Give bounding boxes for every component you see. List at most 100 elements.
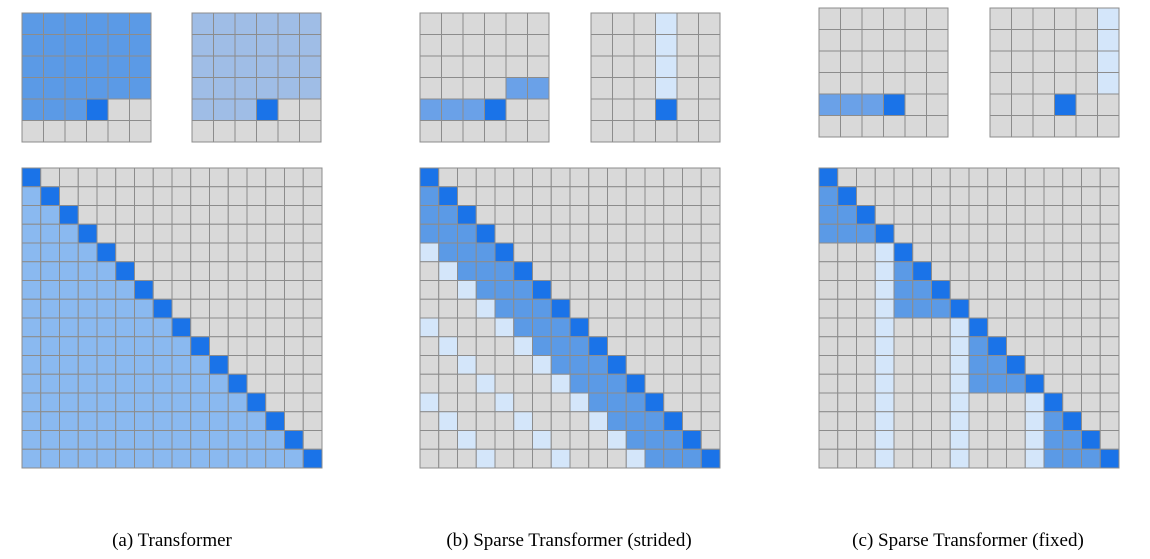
matrix-cell xyxy=(209,317,229,338)
matrix-cell xyxy=(612,77,635,100)
matrix-cell xyxy=(893,336,914,356)
matrix-cell xyxy=(190,336,210,356)
matrix-cell xyxy=(926,115,949,138)
matrix-cell xyxy=(484,77,507,100)
matrix-cell xyxy=(494,223,515,244)
matrix-cell xyxy=(861,115,884,138)
matrix-cell xyxy=(1006,280,1026,300)
matrix-cell xyxy=(837,317,857,338)
matrix-cell xyxy=(77,298,98,319)
matrix-cell xyxy=(550,411,571,431)
matrix-cell xyxy=(912,411,932,431)
matrix-cell xyxy=(213,55,236,78)
matrix-cell xyxy=(949,205,970,225)
matrix-cell xyxy=(77,392,98,413)
matrix-cell xyxy=(893,298,914,319)
matrix-cell xyxy=(987,261,1007,281)
matrix-cell xyxy=(874,242,895,263)
matrix-cell xyxy=(209,448,229,469)
matrix-cell xyxy=(1062,242,1082,263)
matrix-cell xyxy=(213,12,236,35)
matrix-cell xyxy=(682,298,702,319)
matrix-cell xyxy=(107,12,130,35)
matrix-cell xyxy=(837,448,857,469)
matrix-cell xyxy=(77,280,98,300)
matrix-cell xyxy=(663,317,683,338)
matrix-cell xyxy=(513,355,533,375)
matrix-cell xyxy=(419,298,440,319)
matrix-cell xyxy=(856,317,876,338)
matrix-cell xyxy=(874,186,895,206)
matrix-cell xyxy=(246,186,267,206)
matrix-cell xyxy=(40,373,60,394)
matrix-cell xyxy=(818,115,841,138)
matrix-cell xyxy=(457,223,477,244)
matrix-cell xyxy=(152,411,173,431)
matrix-cell xyxy=(588,167,608,188)
matrix-cell xyxy=(1097,72,1120,95)
matrix-cell xyxy=(1032,50,1055,73)
matrix-cell xyxy=(818,93,841,116)
matrix-cell xyxy=(856,336,876,356)
matrix-cell xyxy=(64,77,87,100)
matrix-cell xyxy=(931,298,951,319)
matrix-cell xyxy=(1024,280,1045,300)
matrix-cell xyxy=(505,34,528,57)
matrix-cell xyxy=(663,448,683,469)
matrix-cell xyxy=(457,336,477,356)
matrix-cell xyxy=(700,298,721,319)
matrix-cell xyxy=(968,261,989,281)
matrix-cell xyxy=(569,430,590,450)
matrix-cell xyxy=(607,411,627,431)
matrix-cell xyxy=(265,298,285,319)
matrix-cell xyxy=(625,373,646,394)
matrix-cell xyxy=(625,355,646,375)
matrix-cell xyxy=(227,448,248,469)
matrix-cell xyxy=(949,392,970,413)
matrix-cell xyxy=(40,167,60,188)
matrix-cell xyxy=(987,186,1007,206)
matrix-cell xyxy=(246,355,267,375)
matrix-cell xyxy=(302,317,323,338)
matrix-cell xyxy=(441,12,464,35)
matrix-cell xyxy=(494,392,515,413)
matrix-cell xyxy=(134,355,154,375)
matrix-cell xyxy=(190,411,210,431)
matrix-cell xyxy=(588,317,608,338)
matrix-cell xyxy=(1081,261,1101,281)
matrix-cell xyxy=(107,77,130,100)
matrix-cell xyxy=(246,280,267,300)
matrix-cell xyxy=(234,77,257,100)
matrix-cell xyxy=(265,373,285,394)
matrix-cell xyxy=(569,261,590,281)
matrix-cell xyxy=(1043,355,1064,375)
matrix-cell xyxy=(818,50,841,73)
matrix-cell xyxy=(86,77,109,100)
matrix-cell xyxy=(96,430,117,450)
matrix-cell xyxy=(152,355,173,375)
matrix-cell xyxy=(569,448,590,469)
matrix-cell xyxy=(569,186,590,206)
matrix-cell xyxy=(987,448,1007,469)
matrix-cell xyxy=(277,98,300,121)
matrix-cell xyxy=(77,205,98,225)
matrix-cell xyxy=(134,392,154,413)
matrix-cell xyxy=(191,55,214,78)
matrix-cell xyxy=(21,411,42,431)
matrix-cell xyxy=(840,93,863,116)
matrix-cell xyxy=(700,392,721,413)
matrix-cell xyxy=(40,205,60,225)
matrix-cell xyxy=(607,280,627,300)
matrix-cell xyxy=(209,336,229,356)
matrix-cell xyxy=(912,261,932,281)
matrix-cell xyxy=(588,392,608,413)
matrix-cell xyxy=(284,448,304,469)
matrix-cell xyxy=(96,336,117,356)
matrix-cell xyxy=(107,98,130,121)
matrix-cell xyxy=(912,167,932,188)
matrix-cell xyxy=(134,448,154,469)
matrix-cell xyxy=(612,55,635,78)
matrix-cell xyxy=(419,77,442,100)
matrix-cell xyxy=(115,336,135,356)
matrix-cell xyxy=(1081,186,1101,206)
